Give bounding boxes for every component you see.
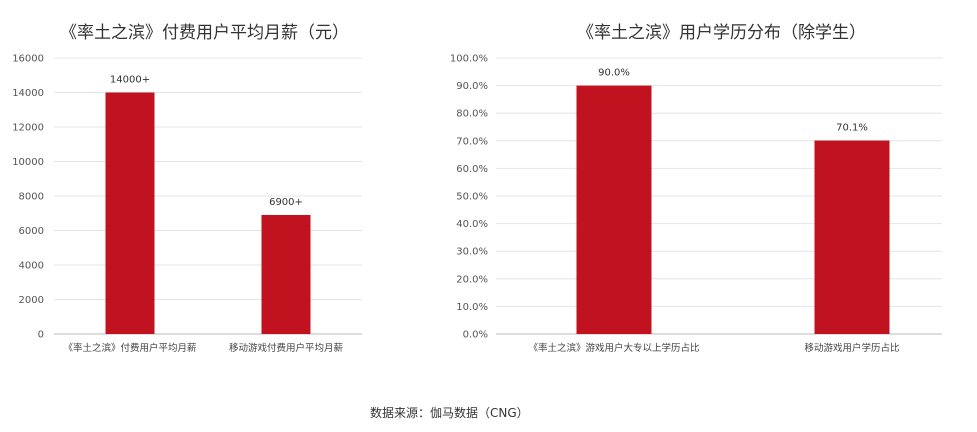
education-y-tick-label: 50.0% <box>456 192 488 203</box>
salary-data-label: 14000+ <box>110 75 150 86</box>
chart-title-education: 《率土之滨》用户学历分布（除学生） <box>577 23 866 43</box>
salary-y-tick-label: 6000 <box>19 226 44 237</box>
education-y-tick-label: 30.0% <box>456 247 488 258</box>
education-y-tick-label: 40.0% <box>456 219 488 230</box>
education-category-label: 《率土之滨》游戏用户大专以上学历占比 <box>528 342 699 354</box>
salary-y-tick-label: 16000 <box>12 54 44 65</box>
salary-y-tick-label: 10000 <box>12 157 44 168</box>
education-bar <box>576 85 652 334</box>
education-y-tick-label: 60.0% <box>456 164 488 175</box>
salary-y-tick-label: 0 <box>38 330 44 341</box>
salary-category-label: 《率土之滨》付费用户平均月薪 <box>63 342 197 354</box>
salary-y-tick-label: 12000 <box>12 123 44 134</box>
education-y-tick-label: 0.0% <box>463 330 488 341</box>
salary-y-tick-label: 4000 <box>19 261 44 272</box>
chart-title-salary: 《率土之滨》付费用户平均月薪（元） <box>60 23 349 43</box>
data-source-note: 数据来源：伽马数据（CNG） <box>370 406 529 420</box>
education-data-label: 70.1% <box>836 123 868 134</box>
education-category-label: 移动游戏用户学历占比 <box>804 342 899 354</box>
education-y-tick-label: 20.0% <box>456 274 488 285</box>
education-data-label: 90.0% <box>598 68 630 79</box>
education-bar <box>814 140 890 334</box>
education-y-tick-label: 100.0% <box>450 54 488 65</box>
salary-y-tick-label: 8000 <box>19 192 44 203</box>
salary-category-label: 移动游戏付费用户平均月薪 <box>229 342 344 354</box>
salary-bar <box>105 92 155 334</box>
education-y-tick-label: 70.0% <box>456 136 488 147</box>
education-y-tick-label: 80.0% <box>456 109 488 120</box>
salary-data-label: 6900+ <box>269 197 303 208</box>
salary-y-tick-label: 14000 <box>12 88 44 99</box>
education-y-tick-label: 90.0% <box>456 81 488 92</box>
salary-bar <box>261 214 311 334</box>
salary-y-tick-label: 2000 <box>19 295 44 306</box>
education-y-tick-label: 10.0% <box>456 302 488 313</box>
